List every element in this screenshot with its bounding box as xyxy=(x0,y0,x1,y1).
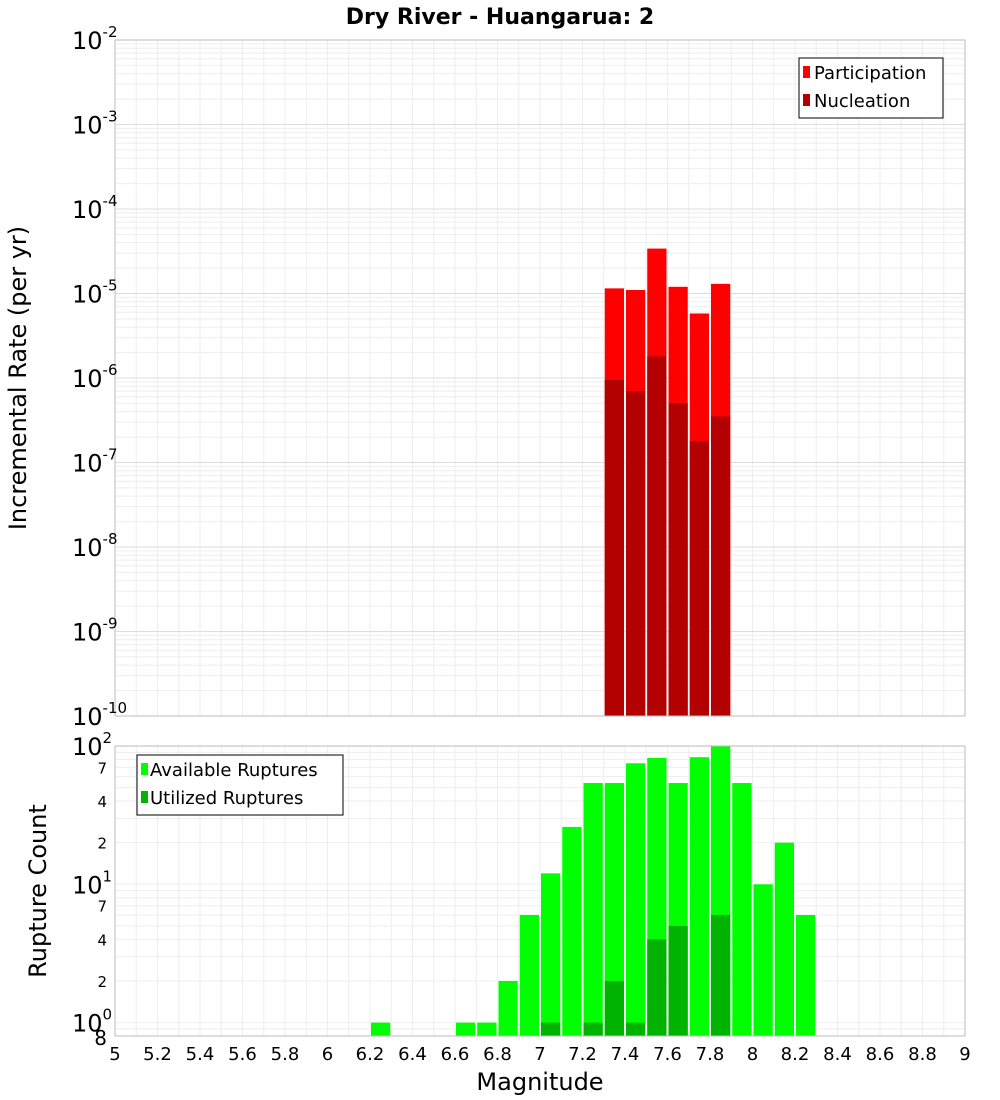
legend-swatch-participation xyxy=(803,66,810,78)
nucleation-bar xyxy=(668,403,688,716)
x-tick-label: 6.2 xyxy=(356,1044,385,1065)
available-ruptures-bar xyxy=(371,1022,391,1036)
x-tick-labels: 5 5.2 5.4 5.6 5.8 6 6.2 6.4 6.6 6.8 7 7.2 7.4 7.6 7.8 8… xyxy=(109,1044,970,1065)
top-y-tick-label: 10-4 xyxy=(72,192,118,224)
x-tick-label: 8 xyxy=(747,1044,758,1065)
available-ruptures-bar xyxy=(796,914,816,1036)
x-tick-label: 8.4 xyxy=(823,1044,852,1065)
utilized-ruptures-bar xyxy=(668,925,688,1036)
available-ruptures-bar xyxy=(604,783,624,1036)
top-y-tick-labels: 10-10 10-9 10-8 10-7 10-6 10-5 10-4 10-3 10-2 xyxy=(72,23,127,731)
top-y-tick-label: 10-2 xyxy=(72,23,118,55)
x-tick-label: 6.6 xyxy=(441,1044,470,1065)
top-y-tick-label: 10-9 xyxy=(72,615,118,647)
bottom-y-minor-tick-label: 4 xyxy=(97,793,107,811)
legend-label-participation: Participation xyxy=(814,63,926,84)
legend-swatch-nucleation xyxy=(803,94,810,106)
x-axis-label: Magnitude xyxy=(476,1068,603,1096)
top-legend-box xyxy=(798,57,944,119)
x-tick-label: 8.2 xyxy=(781,1044,810,1065)
x-tick-label: 5 xyxy=(109,1044,120,1065)
top-y-axis-label: Incremental Rate (per yr) xyxy=(4,226,32,530)
x-tick-label: 8.8 xyxy=(908,1044,937,1065)
bottom-y-minor-tick-label: 4 xyxy=(97,931,107,949)
bottom-y-tick-label: 102 xyxy=(72,729,112,761)
available-ruptures-bar xyxy=(689,757,709,1036)
bottom-y-tick-label: 100 xyxy=(72,1006,112,1038)
top-bars xyxy=(604,248,731,716)
available-ruptures-bar xyxy=(562,826,582,1036)
available-ruptures-bar xyxy=(456,1022,476,1036)
top-y-tick-label: 10-7 xyxy=(72,446,118,478)
bottom-legend: Available Ruptures Utilized Ruptures xyxy=(136,754,344,816)
bottom-y-minor-tick-label: 7 xyxy=(97,759,107,777)
available-ruptures-bar xyxy=(498,980,518,1036)
bottom-legend-box xyxy=(136,754,344,816)
top-plot-border xyxy=(114,39,966,717)
x-tick-label: 5.2 xyxy=(143,1044,172,1065)
bottom-y-tick-labels: 100 101 102 8 2 4 7 2 4 7 xyxy=(72,729,112,1050)
available-ruptures-bar xyxy=(753,884,773,1036)
x-tick-label: 9 xyxy=(959,1044,970,1065)
top-y-tick-label: 10-8 xyxy=(72,530,118,562)
utilized-ruptures-bar xyxy=(541,1022,561,1036)
available-ruptures-bar xyxy=(477,1022,497,1036)
x-tick-label: 6.8 xyxy=(483,1044,512,1065)
available-ruptures-bar xyxy=(583,783,603,1036)
x-tick-label: 7.2 xyxy=(568,1044,597,1065)
x-tick-label: 5.8 xyxy=(271,1044,300,1065)
nucleation-bar xyxy=(604,379,624,716)
x-tick-label: 6.4 xyxy=(398,1044,427,1065)
top-plot: 10-10 10-9 10-8 10-7 10-6 10-5 10-4 10-3 10-2 In… xyxy=(4,23,966,731)
nucleation-bar xyxy=(647,356,667,716)
top-y-tick-label: 10-10 xyxy=(72,699,127,731)
chart-title: Dry River - Huangarua: 2 xyxy=(346,5,654,30)
x-tick-label: 7.4 xyxy=(611,1044,640,1065)
x-tick-label: 5.6 xyxy=(228,1044,257,1065)
legend-label-available: Available Ruptures xyxy=(150,760,318,781)
top-y-tick-label: 10-6 xyxy=(72,361,118,393)
bottom-bars xyxy=(371,746,816,1036)
top-legend: Participation Nucleation xyxy=(798,57,944,119)
bottom-y-tick-label: 101 xyxy=(72,867,112,899)
utilized-ruptures-bar xyxy=(626,1022,646,1036)
available-ruptures-bar xyxy=(541,873,561,1036)
legend-label-nucleation: Nucleation xyxy=(814,91,910,112)
top-gridlines xyxy=(114,40,966,717)
bottom-y-minor-tick-label: 2 xyxy=(97,973,107,991)
utilized-ruptures-bar xyxy=(647,939,667,1036)
x-tick-label: 7 xyxy=(534,1044,545,1065)
bottom-y-minor-tick-label: 7 xyxy=(97,898,107,916)
bottom-y-minor-tick-label: 8 xyxy=(94,1026,107,1050)
nucleation-bar xyxy=(689,440,709,716)
legend-swatch-available xyxy=(141,763,148,775)
legend-swatch-utilized xyxy=(141,791,148,803)
x-tick-label: 6 xyxy=(322,1044,333,1065)
x-tick-label: 7.8 xyxy=(696,1044,725,1065)
nucleation-bar xyxy=(711,416,731,716)
x-tick-label: 5.4 xyxy=(186,1044,215,1065)
available-ruptures-bar xyxy=(519,914,539,1036)
legend-label-utilized: Utilized Ruptures xyxy=(150,788,303,809)
nucleation-bar xyxy=(626,391,646,716)
utilized-ruptures-bar xyxy=(583,1022,603,1036)
bottom-plot-border xyxy=(114,745,966,1037)
top-y-tick-label: 10-5 xyxy=(72,277,118,309)
available-ruptures-bar xyxy=(626,763,646,1036)
bottom-plot: 100 101 102 8 2 4 7 2 4 7 5 5.2 5.4 5.6 5.8 6 6.2 6.4 6.6… xyxy=(24,729,971,1096)
top-y-tick-label: 10-3 xyxy=(72,108,118,140)
available-ruptures-bar xyxy=(774,842,794,1036)
utilized-ruptures-bar xyxy=(711,914,731,1036)
bottom-y-axis-label: Rupture Count xyxy=(24,804,52,978)
utilized-ruptures-bar xyxy=(604,980,624,1036)
x-tick-label: 7.6 xyxy=(653,1044,682,1065)
x-tick-label: 8.6 xyxy=(866,1044,895,1065)
available-ruptures-bar xyxy=(732,783,752,1036)
bottom-y-minor-tick-label: 2 xyxy=(97,835,107,853)
